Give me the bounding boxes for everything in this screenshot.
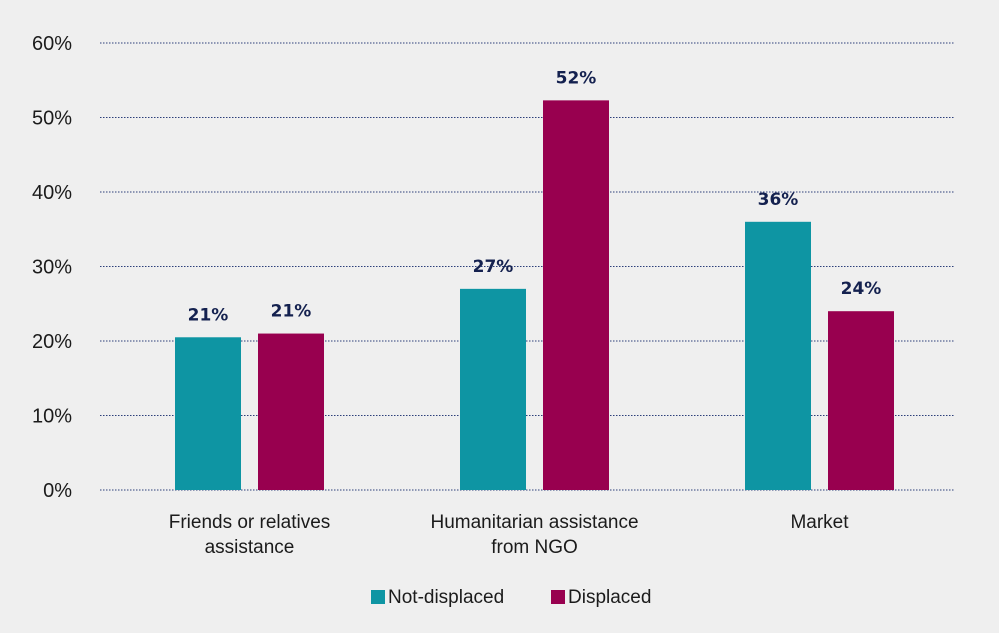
y-tick-label: 40% — [32, 182, 72, 204]
bar-not-displaced-2 — [745, 221, 811, 491]
category-label: Humanitarian assistance — [430, 512, 638, 533]
y-tick-label: 20% — [32, 331, 72, 353]
data-label: 21% — [271, 302, 312, 322]
y-tick-label: 60% — [32, 33, 72, 55]
gridlines — [100, 42, 955, 491]
legend-label: Not-displaced — [388, 587, 504, 608]
data-label: 24% — [841, 279, 882, 299]
legend-swatch-displaced — [551, 590, 565, 604]
category-label: assistance — [205, 537, 295, 558]
data-label: 27% — [473, 257, 514, 277]
data-label: 21% — [188, 305, 229, 325]
legend-label: Displaced — [568, 587, 651, 608]
y-tick-label: 30% — [32, 257, 72, 279]
bar-displaced-2 — [828, 311, 894, 490]
category-label: Market — [790, 512, 849, 533]
legend: Not-displaced Displaced — [371, 587, 651, 608]
category-label: Friends or relatives — [169, 512, 331, 533]
bars — [175, 100, 894, 491]
bar-displaced-0 — [258, 333, 324, 490]
legend-swatch-not-displaced — [371, 590, 385, 604]
y-tick-label: 0% — [43, 480, 72, 502]
category-label: from NGO — [491, 537, 578, 558]
y-axis-ticks: 0% 10% 20% 30% 40% 50% 60% — [32, 33, 72, 502]
bar-not-displaced-1 — [460, 288, 526, 490]
x-axis-categories: Friends or relatives assistance Humanitari… — [169, 512, 850, 558]
bar-not-displaced-0 — [175, 337, 241, 490]
bar-displaced-1 — [543, 100, 609, 491]
data-labels: 21% 21% 27% 52% 36% 24% — [188, 68, 882, 325]
y-tick-label: 10% — [32, 406, 72, 428]
data-label: 52% — [556, 68, 597, 88]
data-label: 36% — [758, 190, 799, 210]
y-tick-label: 50% — [32, 108, 72, 130]
